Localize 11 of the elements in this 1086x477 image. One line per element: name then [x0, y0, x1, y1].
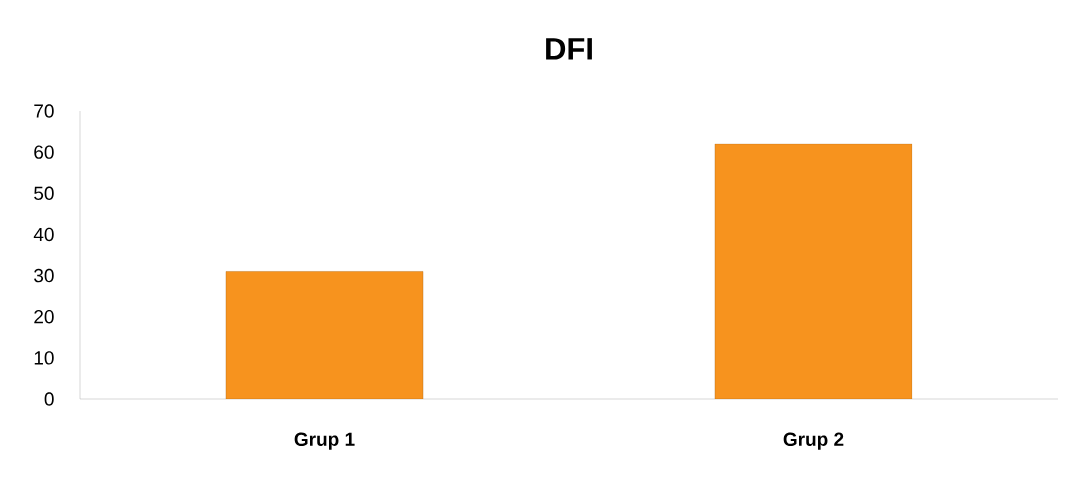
x-tick-label: Grup 2	[783, 432, 844, 450]
y-tick-label: 70	[34, 104, 54, 118]
y-tick-label: 50	[34, 186, 54, 201]
y-tick-label: 40	[33, 227, 54, 242]
y-tick-label: 10	[34, 351, 54, 365]
y-tick-label: 0	[44, 392, 54, 406]
chart-title: DFI	[546, 38, 592, 60]
y-tick-label: 20	[34, 309, 54, 324]
y-tick-label: 30	[34, 268, 54, 283]
y-tick-label: 60	[34, 145, 54, 159]
x-tick-label: Grup 1	[294, 432, 355, 450]
